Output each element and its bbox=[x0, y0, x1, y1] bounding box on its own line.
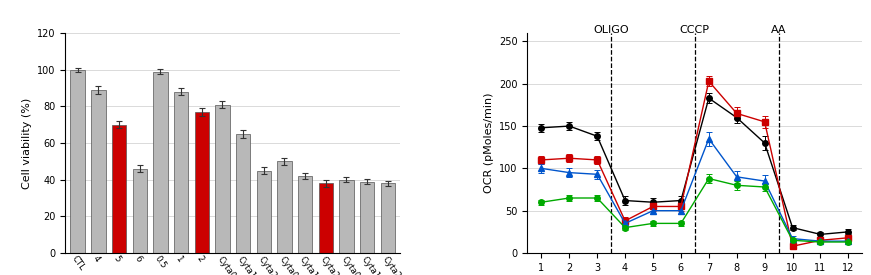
Bar bbox=[277, 161, 292, 253]
Bar bbox=[71, 70, 85, 253]
Bar bbox=[174, 92, 188, 253]
Bar bbox=[111, 125, 126, 253]
Y-axis label: Cell viability (%): Cell viability (%) bbox=[22, 97, 31, 189]
Bar bbox=[257, 170, 271, 253]
Text: OLIGO: OLIGO bbox=[593, 25, 629, 35]
Bar bbox=[236, 134, 250, 253]
Y-axis label: OCR (pMoles/min): OCR (pMoles/min) bbox=[483, 93, 494, 193]
Bar bbox=[194, 112, 209, 253]
Bar bbox=[360, 182, 375, 253]
Bar bbox=[215, 104, 230, 253]
Bar bbox=[319, 183, 333, 253]
Bar bbox=[91, 90, 105, 253]
Bar bbox=[153, 72, 167, 253]
Bar bbox=[339, 180, 354, 253]
Text: AA: AA bbox=[771, 25, 787, 35]
Bar bbox=[381, 183, 395, 253]
Text: CCCP: CCCP bbox=[680, 25, 710, 35]
Bar bbox=[132, 169, 147, 253]
Bar bbox=[298, 176, 313, 253]
